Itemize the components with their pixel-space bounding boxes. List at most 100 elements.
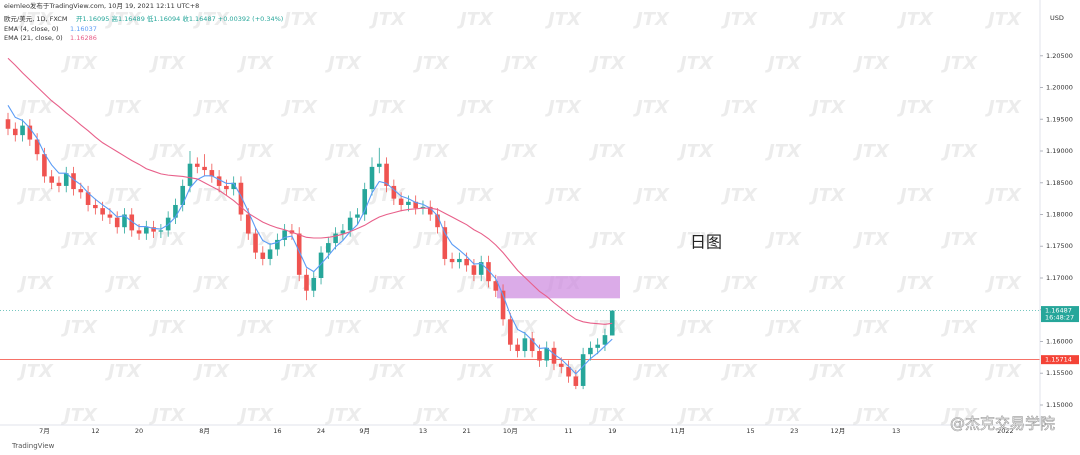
candle-body [311,277,317,291]
watermark: JTX [193,97,230,118]
candle-body [508,319,513,345]
watermark: JTX [633,9,670,30]
watermark: JTX [237,317,274,338]
watermark: JTX [105,97,142,118]
watermark: JTX [545,185,582,206]
watermark: JTX [61,141,98,162]
candle-body [471,265,477,275]
watermark: JTX [369,9,406,30]
candle-body [238,182,244,215]
watermark: JTX [633,273,670,294]
y-tick-label: 1.15500 [1046,369,1073,377]
candle-body [78,189,84,193]
candle-body [595,344,600,348]
watermark: JTX [237,53,274,74]
candle-body [100,208,105,215]
watermark: JTX [589,141,626,162]
candle-body [114,217,120,228]
watermark: JTX [149,317,186,338]
y-tick-label: 1.17500 [1046,242,1073,250]
candle-body [427,206,433,215]
x-tick-label: 8月 [199,427,210,435]
candle-body [231,182,236,190]
watermark: JTX [105,273,142,294]
y-tick-label: 1.20500 [1046,52,1073,60]
watermark: JTX [633,361,670,382]
watermark: JTX [765,405,802,426]
candle-body [326,243,331,253]
y-tick-label: 1.16000 [1046,337,1073,345]
credit: @杰克交易学院 [950,415,1055,433]
watermark: JTX [61,53,98,74]
watermark: JTX [105,361,142,382]
x-tick-label: 21 [462,427,470,435]
current-price-countdown: 16:48:27 [1045,314,1074,322]
watermark: JTX [941,229,978,250]
watermark: JTX [193,361,230,382]
watermark: JTX [545,9,582,30]
current-price-box [1041,306,1079,323]
watermark: JTX [985,9,1022,30]
y-tick-label: 1.18000 [1046,211,1073,219]
watermark: JTX [809,273,846,294]
candle-body [34,139,40,155]
watermark: JTX [941,405,978,426]
watermark: JTX [413,141,450,162]
candle-body [580,354,586,386]
candle-body [267,249,273,259]
y-tick-label: 1.18500 [1046,179,1073,187]
candle-body [63,173,69,186]
candle-body [602,335,608,345]
watermark: JTX [677,229,714,250]
x-tick-label: 7月 [39,427,50,435]
candle-body [122,214,127,228]
candle-body [384,163,389,186]
watermark: JTX [985,97,1022,118]
watermark: JTX [501,53,538,74]
ohlc-legend: 开1.16095 高1.16489 低1.16094 收1.16487 +0.0… [76,14,283,23]
candle-body [151,227,156,232]
watermark: JTX [413,317,450,338]
support-price-box [1041,355,1079,365]
watermark: JTX [677,405,714,426]
candle-body [194,163,200,167]
x-tick-label: 12 [91,427,99,435]
watermark: JTX [193,9,230,30]
x-tick-label: 2022 [997,427,1014,435]
watermark: JTX [281,97,318,118]
candle-body [609,310,615,336]
x-tick-label: 16 [273,427,281,435]
watermark: JTX [853,405,890,426]
watermark: JTX [809,9,846,30]
current-price-label: 1.16487 [1045,307,1072,315]
watermark: JTX [897,9,934,30]
candle-body [333,233,338,244]
ema-line [7,104,613,375]
watermark: JTX [193,273,230,294]
watermark: JTX [17,361,54,382]
candle-body [457,258,462,263]
watermark: JTX [237,141,274,162]
watermark: JTX [545,97,582,118]
candle-body [20,125,25,136]
candle-body [202,166,207,171]
candle-body [435,214,440,228]
candle-body [56,182,62,186]
candle-body [129,214,135,231]
watermark: JTX [985,361,1022,382]
watermark: JTX [589,405,626,426]
candle-body [144,227,149,234]
watermark: JTX [105,9,142,30]
watermark: JTX [457,185,494,206]
support-price-label: 1.15714 [1045,356,1072,364]
candle-body [180,185,186,205]
x-tick-label: 12月 [831,427,846,435]
watermark: JTX [61,405,98,426]
candle-body [391,185,397,199]
candle-body [245,214,251,234]
watermark: JTX [61,317,98,338]
watermark: JTX [589,317,626,338]
watermark: JTX [17,9,54,30]
candle-body [187,163,193,186]
watermark: JTX [941,317,978,338]
